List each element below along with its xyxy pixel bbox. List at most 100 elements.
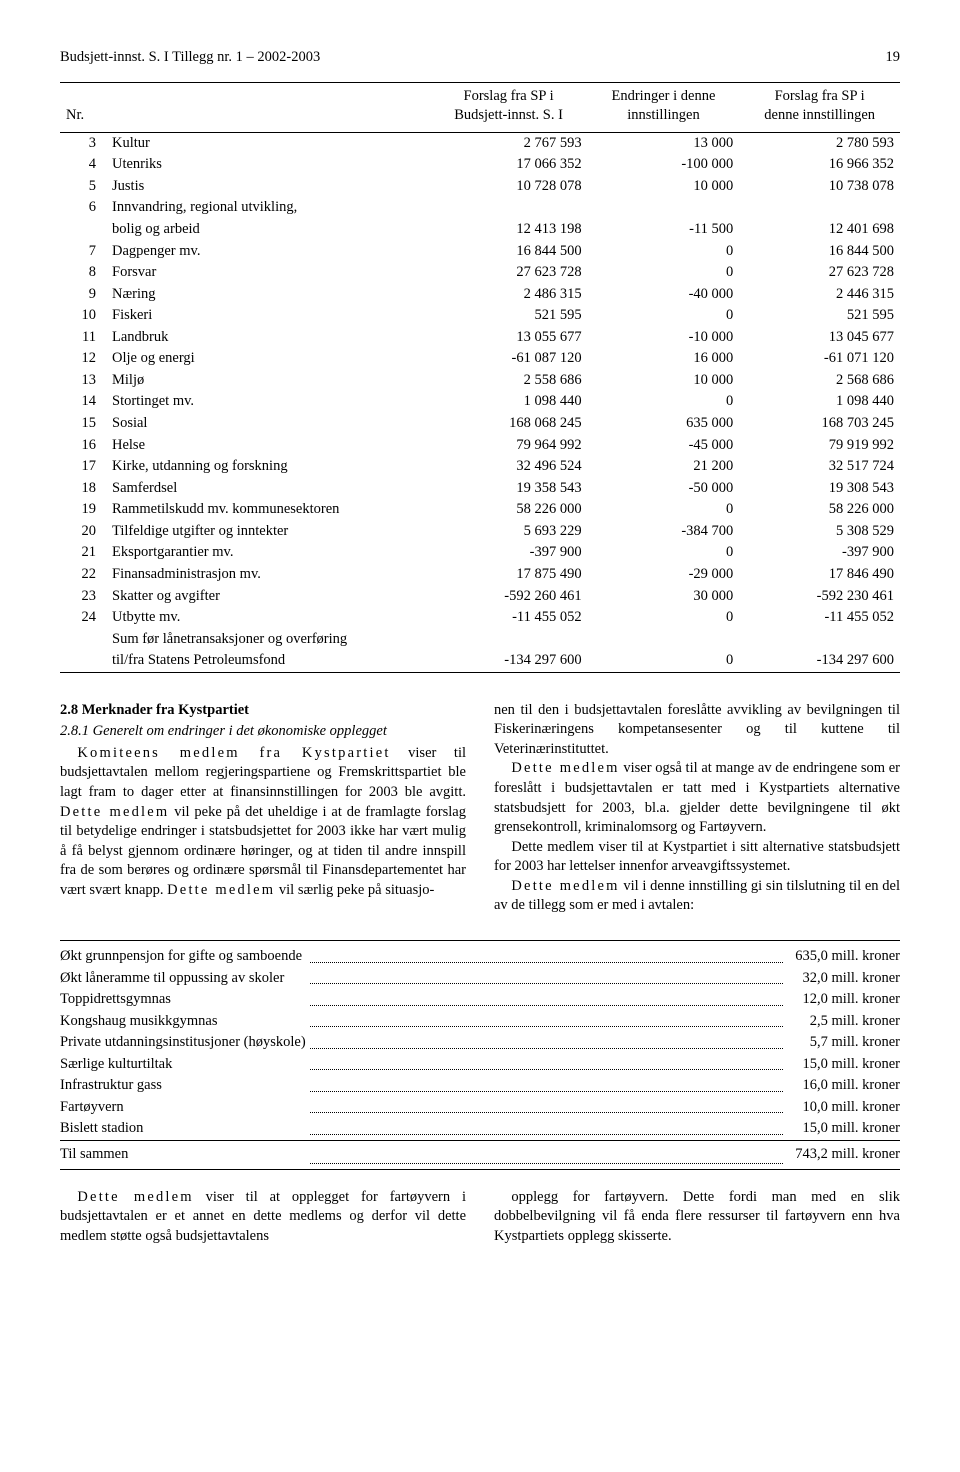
footer-right: opplegg for fartøyvern. Dette fordi man …: [494, 1188, 900, 1247]
col-2: Endringer i denne innstillingen: [588, 83, 740, 133]
cell-desc: Eksportgarantier mv.: [106, 542, 430, 564]
cell-c3: 1 098 440: [739, 391, 900, 413]
cell-nr: [60, 629, 106, 651]
table-row: 24Utbytte mv.-11 455 0520-11 455 052: [60, 607, 900, 629]
body-text: 2.8 Merknader fra Kystpartiet 2.8.1 Gene…: [60, 701, 900, 916]
p3a: Dette medlem: [511, 760, 619, 776]
cell-c1: 12 413 198: [430, 219, 588, 241]
list-item: Private utdanningsinstitusjoner (høyskol…: [60, 1032, 900, 1054]
col-3b: denne innstillingen: [764, 107, 875, 123]
cell-desc: Næring: [106, 284, 430, 306]
cell-nr: 24: [60, 607, 106, 629]
table-row: 4Utenriks17 066 352-100 00016 966 352: [60, 154, 900, 176]
list-item: Toppidrettsgymnas12,0 mill. kroner: [60, 989, 900, 1011]
col-1: Forslag fra SP i Budsjett-innst. S. I: [430, 83, 588, 133]
item-dots: [306, 1097, 788, 1119]
cell-c2: -100 000: [588, 154, 740, 176]
cell-c2: 635 000: [588, 413, 740, 435]
item-label: Private utdanningsinstitusjoner (høyskol…: [60, 1032, 306, 1054]
sub-head: 2.8.1 Generelt om endringer i det økonom…: [60, 722, 466, 742]
cell-nr: 11: [60, 327, 106, 349]
p1e: Dette medlem: [167, 882, 275, 898]
cell-c3: -592 230 461: [739, 586, 900, 608]
cell-c3: -397 900: [739, 542, 900, 564]
cell-desc: Finansadministrasjon mv.: [106, 564, 430, 586]
cell-c3: 16 844 500: [739, 241, 900, 263]
cell-desc: Fiskeri: [106, 305, 430, 327]
item-label: Fartøyvern: [60, 1097, 306, 1119]
cell-nr: 17: [60, 456, 106, 478]
table-row: 15Sosial168 068 245635 000168 703 245: [60, 413, 900, 435]
items-table: Økt grunnpensjon for gifte og samboende6…: [60, 940, 900, 1170]
cell-c2: 13 000: [588, 132, 740, 154]
cell-c2: -11 500: [588, 219, 740, 241]
item-value: 10,0 mill. kroner: [787, 1097, 900, 1119]
cell-c1: -61 087 120: [430, 348, 588, 370]
cell-c3: 79 919 992: [739, 435, 900, 457]
cell-c1: 16 844 500: [430, 241, 588, 263]
cell-nr: [60, 219, 106, 241]
table-row: 13Miljø2 558 68610 0002 568 686: [60, 370, 900, 392]
cell-c1: 5 693 229: [430, 521, 588, 543]
cell-c2: -384 700: [588, 521, 740, 543]
sum-dots: [306, 1141, 788, 1170]
cell-c2: 0: [588, 262, 740, 284]
cell-desc: til/fra Statens Petroleumsfond: [106, 650, 430, 672]
footer-text: Dette medlem viser til at opplegget for …: [60, 1188, 900, 1247]
item-label: Økt låneramme til oppussing av skoler: [60, 968, 306, 990]
p1a: Komiteens medlem fra Kystpartiet: [77, 745, 390, 761]
cell-nr: 7: [60, 241, 106, 263]
item-dots: [306, 1011, 788, 1033]
cell-c2: [588, 197, 740, 219]
cell-nr: 14: [60, 391, 106, 413]
item-value: 15,0 mill. kroner: [787, 1054, 900, 1076]
item-dots: [306, 968, 788, 990]
cell-c1: 58 226 000: [430, 499, 588, 521]
cell-desc: Tilfeldige utgifter og inntekter: [106, 521, 430, 543]
cell-desc: Skatter og avgifter: [106, 586, 430, 608]
p1f: vil særlig peke på situasjo-: [275, 882, 434, 898]
table-row: 14Stortinget mv.1 098 44001 098 440: [60, 391, 900, 413]
item-value: 12,0 mill. kroner: [787, 989, 900, 1011]
table-row: 12Olje og energi-61 087 12016 000-61 071…: [60, 348, 900, 370]
cell-c3: 17 846 490: [739, 564, 900, 586]
cell-desc: Kirke, utdanning og forskning: [106, 456, 430, 478]
list-item: Økt grunnpensjon for gifte og samboende6…: [60, 946, 900, 968]
para-3: Dette medlem viser også til at mange av …: [494, 759, 900, 837]
cell-c2: 0: [588, 305, 740, 327]
cell-c1: 2 767 593: [430, 132, 588, 154]
cell-c1: 2 558 686: [430, 370, 588, 392]
item-label: Bislett stadion: [60, 1118, 306, 1140]
cell-desc: Kultur: [106, 132, 430, 154]
cell-c3: [739, 197, 900, 219]
cell-nr: 23: [60, 586, 106, 608]
list-item: Særlige kulturtiltak 15,0 mill. kroner: [60, 1054, 900, 1076]
cell-nr: 3: [60, 132, 106, 154]
table-row: 22Finansadministrasjon mv.17 875 490-29 …: [60, 564, 900, 586]
item-value: 32,0 mill. kroner: [787, 968, 900, 990]
list-item: Fartøyvern 10,0 mill. kroner: [60, 1097, 900, 1119]
cell-nr: 22: [60, 564, 106, 586]
table-row: 7Dagpenger mv.16 844 500016 844 500: [60, 241, 900, 263]
cell-c3: 58 226 000: [739, 499, 900, 521]
cell-c3: 32 517 724: [739, 456, 900, 478]
cell-c3: 5 308 529: [739, 521, 900, 543]
cell-nr: 9: [60, 284, 106, 306]
item-value: 16,0 mill. kroner: [787, 1075, 900, 1097]
item-dots: [306, 946, 788, 968]
cell-c3: -134 297 600: [739, 650, 900, 672]
cell-nr: 19: [60, 499, 106, 521]
cell-c2: -29 000: [588, 564, 740, 586]
cell-c3: 2 568 686: [739, 370, 900, 392]
cell-desc: Landbruk: [106, 327, 430, 349]
cell-nr: 21: [60, 542, 106, 564]
cell-nr: 8: [60, 262, 106, 284]
cell-nr: 10: [60, 305, 106, 327]
col-2b: innstillingen: [627, 107, 700, 123]
cell-desc: Innvandring, regional utvikling,: [106, 197, 430, 219]
item-label: Særlige kulturtiltak: [60, 1054, 306, 1076]
cell-c3: -11 455 052: [739, 607, 900, 629]
cell-c3: 12 401 698: [739, 219, 900, 241]
cell-c2: 16 000: [588, 348, 740, 370]
cell-c1: -11 455 052: [430, 607, 588, 629]
